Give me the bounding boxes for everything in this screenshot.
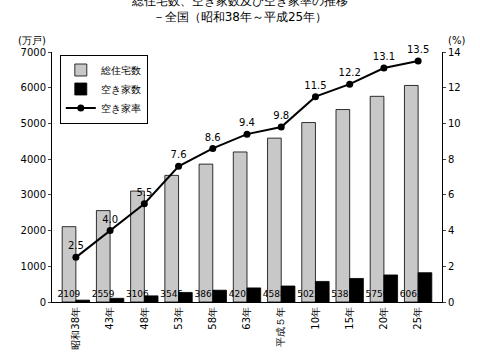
svg-text:9.4: 9.4 [239, 117, 255, 128]
svg-text:4: 4 [448, 225, 454, 236]
svg-text:総住宅数: 総住宅数 [100, 65, 141, 76]
svg-text:12: 12 [448, 82, 461, 93]
svg-text:15年: 15年 [344, 307, 355, 330]
svg-text:3000: 3000 [21, 189, 46, 200]
svg-text:5759: 5759 [365, 289, 388, 299]
svg-text:0: 0 [40, 297, 46, 308]
svg-text:11.5: 11.5 [304, 80, 326, 91]
svg-text:14: 14 [448, 47, 461, 58]
svg-text:1000: 1000 [21, 261, 46, 272]
svg-text:63年: 63年 [241, 307, 252, 330]
svg-text:2109: 2109 [57, 289, 80, 299]
svg-text:25年: 25年 [412, 307, 423, 330]
svg-text:7.6: 7.6 [171, 149, 187, 160]
svg-text:58年: 58年 [207, 307, 218, 330]
svg-text:20年: 20年 [378, 307, 389, 330]
svg-text:3106: 3106 [126, 289, 149, 299]
svg-text:4201: 4201 [229, 289, 252, 299]
svg-text:(%): (%) [448, 35, 465, 46]
svg-text:2000: 2000 [21, 225, 46, 236]
svg-text:8.6: 8.6 [205, 132, 221, 143]
svg-text:9.8: 9.8 [273, 110, 289, 121]
svg-text:13.5: 13.5 [407, 44, 429, 55]
svg-text:平成５年: 平成５年 [275, 307, 286, 347]
svg-text:4000: 4000 [21, 154, 46, 165]
svg-text:0: 0 [448, 297, 454, 308]
svg-text:4.0: 4.0 [102, 214, 118, 225]
svg-text:43年: 43年 [104, 307, 115, 330]
svg-text:53年: 53年 [173, 307, 184, 330]
svg-text:2: 2 [448, 261, 454, 272]
svg-text:5.5: 5.5 [136, 187, 152, 198]
svg-text:3861: 3861 [194, 289, 217, 299]
svg-text:(万戸): (万戸) [18, 35, 46, 46]
svg-text:12.2: 12.2 [339, 67, 361, 78]
svg-text:10年: 10年 [310, 307, 321, 330]
svg-text:13.1: 13.1 [373, 51, 395, 62]
svg-text:6: 6 [448, 189, 454, 200]
svg-text:6063: 6063 [400, 289, 423, 299]
svg-text:空き家数: 空き家数 [101, 84, 141, 95]
svg-text:4588: 4588 [263, 289, 286, 299]
svg-text:昭和38年: 昭和38年 [70, 307, 81, 350]
svg-text:総住宅数、空き家数及び空き家率の推移－全国（昭和38年～平成: 総住宅数、空き家数及び空き家率の推移－全国（昭和38年～平成25年） [131, 0, 348, 24]
svg-text:48年: 48年 [139, 307, 150, 330]
svg-text:7000: 7000 [21, 47, 46, 58]
svg-text:2559: 2559 [92, 289, 115, 299]
svg-text:5389: 5389 [331, 289, 354, 299]
svg-text:2.5: 2.5 [68, 240, 84, 251]
svg-text:5025: 5025 [297, 289, 320, 299]
svg-text:8: 8 [448, 154, 454, 165]
svg-text:10: 10 [448, 118, 461, 129]
svg-text:5000: 5000 [21, 118, 46, 129]
svg-text:6000: 6000 [21, 82, 46, 93]
svg-text:空き家率: 空き家率 [101, 103, 141, 114]
svg-text:3545: 3545 [160, 289, 183, 299]
